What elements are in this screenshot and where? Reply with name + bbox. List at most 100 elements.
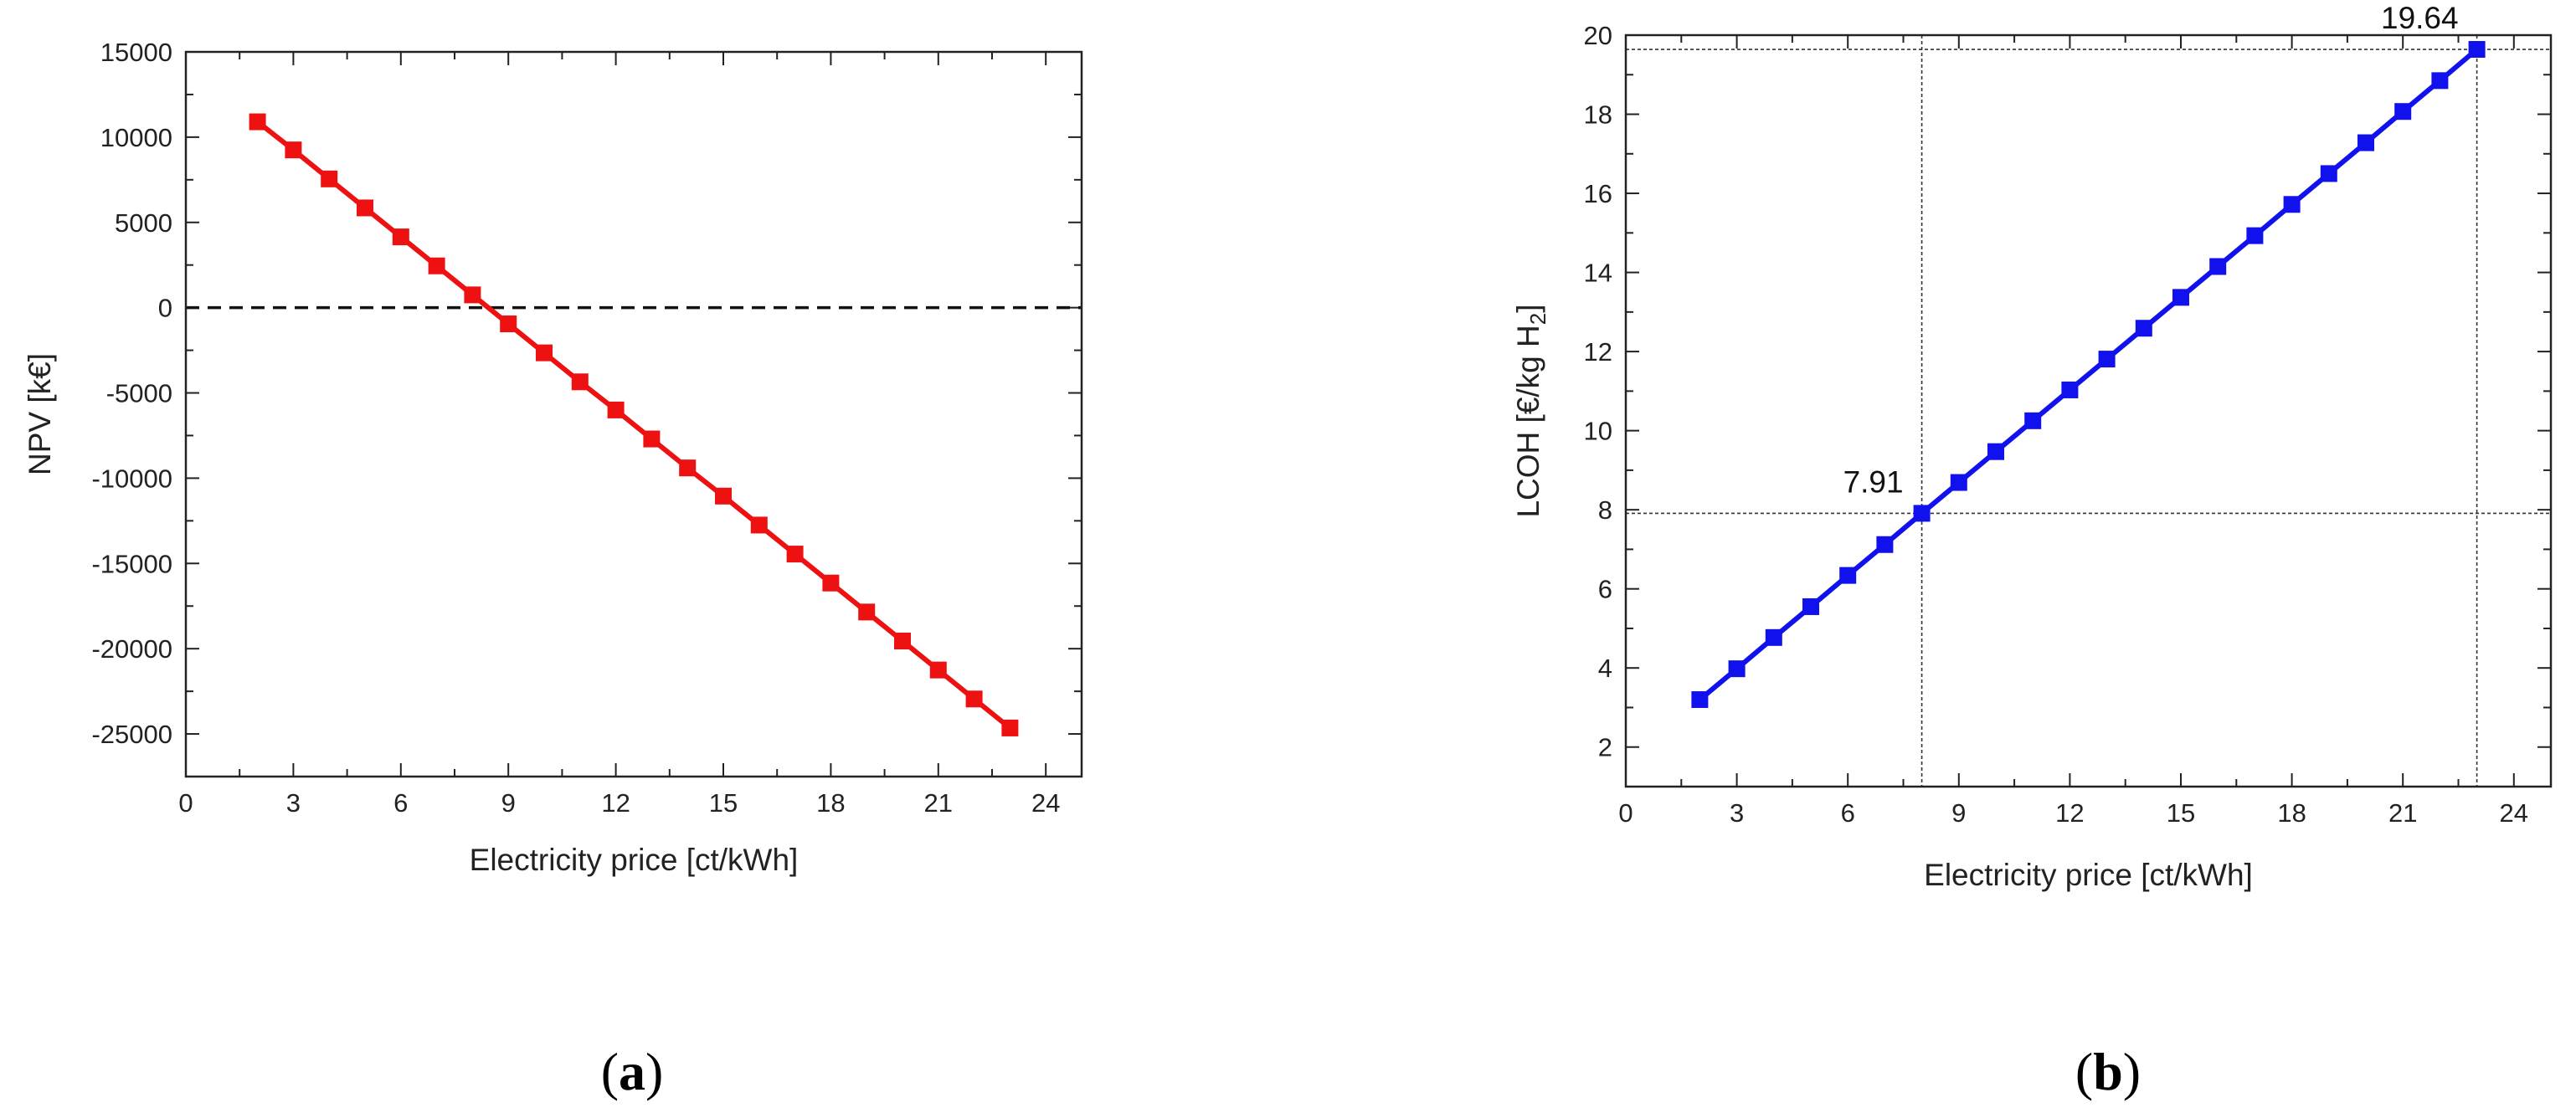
caption-b-letter: b <box>2093 1042 2123 1101</box>
y-tick-label: 2 <box>1598 733 1612 762</box>
y-tick-label: 10 <box>1584 417 1612 446</box>
data-point-marker <box>2098 351 2116 368</box>
x-axis-title: Electricity price [ct/kWh] <box>1924 858 2253 892</box>
data-point-marker <box>643 430 661 448</box>
data-point-marker <box>1839 567 1857 584</box>
x-tick-label: 3 <box>1730 798 1744 828</box>
data-point-marker <box>894 633 911 650</box>
data-point-marker <box>2431 72 2449 90</box>
data-point-marker <box>1728 660 1746 678</box>
x-tick-label: 15 <box>2167 798 2195 828</box>
data-point-marker <box>500 315 517 333</box>
x-tick-label: 21 <box>2388 798 2417 828</box>
y-axis-title: LCOH [€/kg H2] <box>1511 304 1550 517</box>
data-point-marker <box>1876 536 1894 553</box>
x-tick-label: 18 <box>816 788 845 818</box>
data-point-marker <box>2061 381 2079 398</box>
data-point-marker <box>2024 412 2042 429</box>
series-layer <box>1691 41 2486 709</box>
data-point-marker <box>715 487 732 505</box>
data-point-marker <box>2357 134 2374 151</box>
y-tick-label: 0 <box>158 294 172 323</box>
x-tick-label: 24 <box>1031 788 1060 818</box>
x-tick-label: 9 <box>1951 798 1966 828</box>
value-annotation: 7.91 <box>1843 464 1904 499</box>
series-layer <box>249 113 1019 736</box>
data-point-marker <box>428 257 445 274</box>
x-tick-label: 18 <box>2277 798 2306 828</box>
series-line <box>255 120 1012 731</box>
caption-a: (a) <box>601 1042 664 1101</box>
y-tick-label: -15000 <box>91 549 172 578</box>
data-point-marker <box>2394 103 2412 121</box>
y-tick-label: 16 <box>1584 179 1612 208</box>
data-point-marker <box>1691 691 1709 709</box>
data-point-marker <box>2468 41 2486 59</box>
x-tick-label: 15 <box>709 788 738 818</box>
data-point-marker <box>464 286 481 304</box>
x-tick-label: 12 <box>2055 798 2084 828</box>
data-point-marker <box>1913 505 1931 522</box>
data-point-marker <box>965 690 983 708</box>
x-tick-label: 21 <box>924 788 953 818</box>
x-tick-label: 12 <box>601 788 630 818</box>
guide-lines-layer <box>1626 35 2551 787</box>
y-tick-label: 5000 <box>115 208 172 238</box>
data-point-marker <box>607 401 625 418</box>
data-point-marker <box>750 516 768 534</box>
data-point-marker <box>2246 227 2264 244</box>
data-point-marker <box>1802 597 1819 615</box>
y-tick-label: -10000 <box>91 464 172 493</box>
y-tick-label: -5000 <box>106 379 172 408</box>
y-tick-label: 18 <box>1584 100 1612 130</box>
data-point-marker <box>2283 196 2301 213</box>
data-point-marker <box>1987 443 2004 460</box>
data-point-marker <box>929 661 947 679</box>
data-point-marker <box>1001 719 1019 736</box>
y-axis-title-subscript: 2 <box>1525 313 1550 325</box>
data-point-marker <box>249 113 266 131</box>
y-tick-label: 20 <box>1584 21 1612 50</box>
tick-layer: 0 3 6 9 12 15 18 21 24 15000 10000 5000 0 -5000 -10000… <box>91 38 1082 818</box>
data-point-marker <box>1765 628 1782 646</box>
y-tick-label: 6 <box>1598 575 1612 604</box>
caption-a-letter: a <box>619 1042 645 1101</box>
chart-npv: 0 3 6 9 12 15 18 21 24 15000 10000 5000 0 -5000 -10000… <box>23 38 1083 877</box>
data-point-marker <box>2320 165 2337 182</box>
x-tick-label: 6 <box>1841 798 1855 828</box>
caption-b: (b) <box>2075 1042 2141 1101</box>
y-tick-label: 12 <box>1584 337 1612 367</box>
y-tick-label: 14 <box>1584 259 1612 288</box>
data-point-marker <box>786 546 804 563</box>
y-tick-label: 10000 <box>100 123 172 152</box>
x-tick-label: 3 <box>286 788 301 818</box>
data-point-marker <box>285 141 302 159</box>
y-tick-label: -20000 <box>91 634 172 664</box>
x-tick-label: 0 <box>1618 798 1632 828</box>
y-tick-label: -25000 <box>91 720 172 749</box>
data-point-marker <box>679 459 697 477</box>
data-point-marker <box>536 344 553 362</box>
plot-frame <box>184 50 1083 778</box>
series-line <box>1698 47 2479 702</box>
data-point-marker <box>571 373 589 391</box>
data-point-marker <box>1950 474 1967 491</box>
y-tick-label: 4 <box>1598 654 1612 683</box>
y-axis-title-end: ] <box>1511 304 1545 312</box>
data-point-marker <box>321 170 338 187</box>
x-tick-label: 24 <box>2500 798 2528 828</box>
data-point-marker <box>357 199 373 217</box>
x-axis-title: Electricity price [ct/kWh] <box>470 843 799 877</box>
data-point-marker <box>392 228 409 246</box>
plot-frame <box>1624 33 2553 788</box>
data-point-marker <box>2172 289 2189 306</box>
x-tick-label: 9 <box>501 788 516 818</box>
data-point-marker <box>858 603 876 621</box>
y-tick-label: 15000 <box>100 38 172 67</box>
y-axis-title-main: LCOH [€/kg H <box>1511 325 1545 517</box>
x-tick-label: 6 <box>393 788 408 818</box>
y-tick-label: 8 <box>1598 495 1612 525</box>
